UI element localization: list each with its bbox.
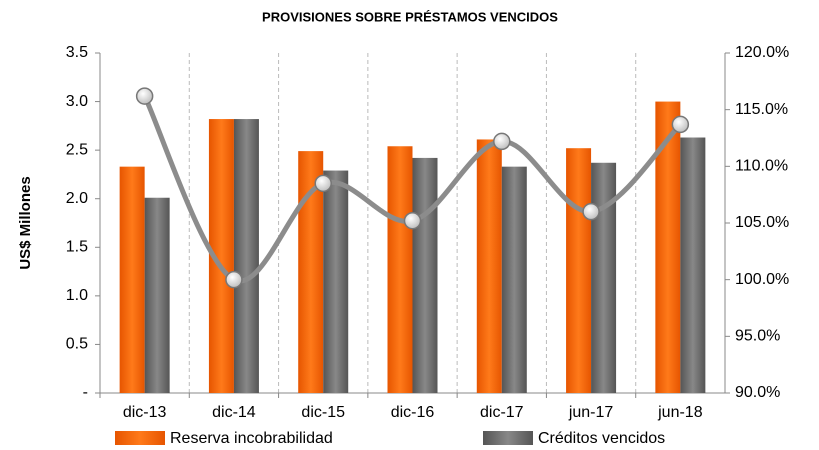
bar — [233, 119, 259, 394]
y-tick-label: 3.0 — [66, 93, 88, 110]
bar — [476, 139, 502, 393]
x-tick-label: dic-14 — [212, 404, 256, 421]
bar — [119, 166, 145, 393]
y2-tick-label: 90.0% — [735, 384, 780, 401]
x-tick-label: jun-18 — [657, 404, 703, 421]
legend-label: Reserva incobrabilidad — [170, 430, 333, 447]
bar — [566, 148, 592, 393]
y-tick-label: - — [83, 384, 88, 401]
line-marker — [135, 87, 154, 105]
legend-swatch — [483, 431, 533, 445]
bar — [655, 101, 681, 394]
y2-tick-label: 120.0% — [735, 44, 789, 61]
y-tick-label: 3.5 — [66, 44, 88, 61]
bar — [412, 157, 438, 393]
x-tick-label: dic-13 — [123, 404, 167, 421]
y2-tick-label: 100.0% — [735, 271, 789, 288]
line-marker — [403, 211, 422, 230]
x-tick-label: dic-15 — [301, 404, 345, 421]
y-tick-label: 2.5 — [66, 141, 88, 158]
y-tick-label: 1.0 — [66, 287, 88, 304]
bar — [144, 197, 170, 393]
x-tick-label: dic-16 — [391, 404, 435, 421]
bar — [323, 170, 349, 393]
chart-title: PROVISIONES SOBRE PRÉSTAMOS VENCIDOS — [262, 9, 558, 24]
x-tick-label: dic-17 — [480, 404, 524, 421]
y2-tick-label: 95.0% — [735, 328, 780, 345]
bar — [387, 146, 413, 393]
y2-tick-label: 105.0% — [735, 214, 789, 231]
bar — [591, 162, 617, 393]
line-marker — [314, 174, 332, 193]
x-tick-label: jun-17 — [568, 404, 614, 421]
y2-tick-label: 110.0% — [735, 158, 788, 175]
line-marker — [582, 202, 600, 221]
legend-label: Créditos vencidos — [538, 430, 665, 447]
y-tick-label: 2.0 — [66, 190, 88, 207]
y-tick-label: 1.5 — [66, 239, 88, 256]
bar — [680, 137, 706, 393]
bar — [501, 166, 527, 393]
y2-tick-label: 115.0% — [735, 101, 788, 118]
y-axis-label: US$ Millones — [17, 176, 34, 269]
line-marker — [671, 115, 690, 134]
legend-swatch — [115, 431, 165, 445]
line-marker — [225, 270, 243, 289]
line-marker — [493, 132, 511, 151]
y-tick-label: 0.5 — [66, 336, 88, 353]
